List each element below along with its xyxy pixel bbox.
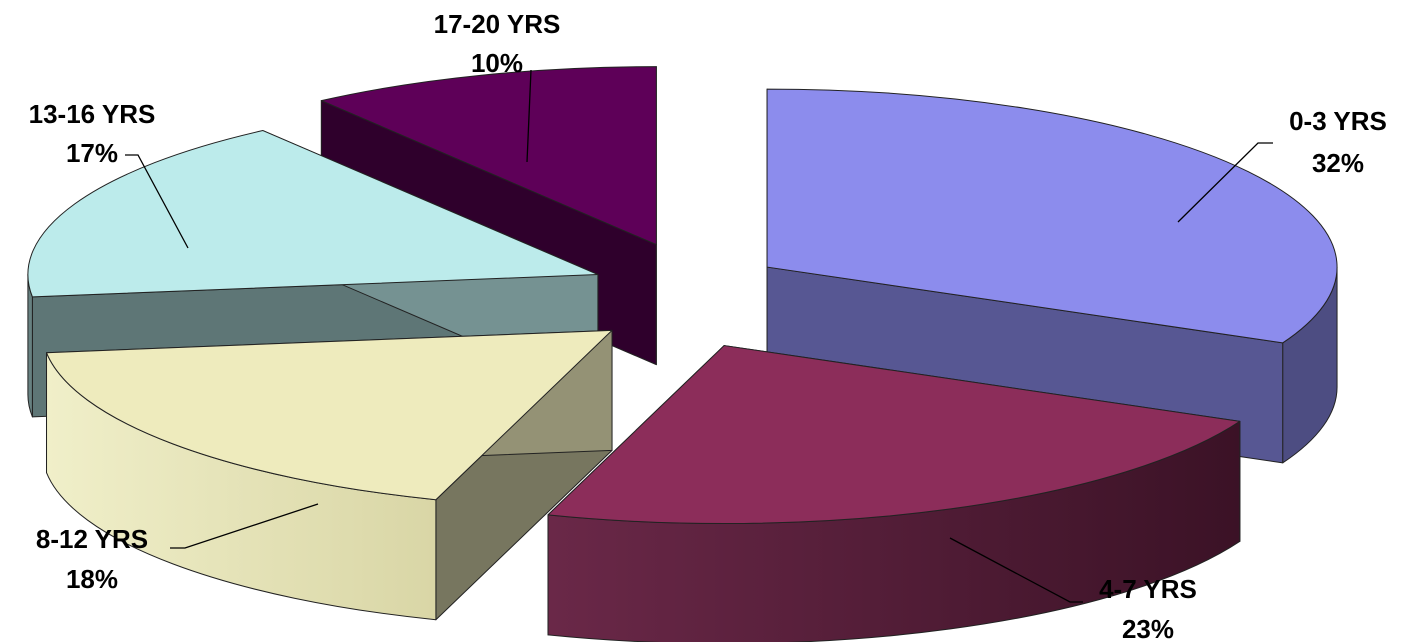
- leader-line-1: [949, 537, 1083, 603]
- label-category-1: 4-7 YRS: [1099, 574, 1197, 604]
- label-value-2: 18%: [66, 564, 118, 594]
- leader-line-2: [170, 503, 319, 549]
- label-category-3: 13-16 YRS: [29, 99, 156, 129]
- label-category-2: 8-12 YRS: [36, 524, 148, 554]
- label-value-1: 23%: [1122, 614, 1174, 642]
- label-category-4: 17-20 YRS: [434, 9, 561, 39]
- data-labels: 0-3 YRS 32% 4-7 YRS 23% 8-12 YRS 18% 13-…: [29, 9, 1387, 642]
- label-value-3: 17%: [66, 138, 118, 168]
- label-value-4: 10%: [471, 48, 523, 78]
- pie-slice-1-top: [547, 345, 1241, 525]
- pie-slice-2-top: [46, 329, 613, 501]
- label-value-0: 32%: [1312, 148, 1364, 178]
- pie-slice-0-top: [766, 88, 1338, 344]
- pie-slice-2: [46, 329, 613, 621]
- leader-line-4: [526, 69, 532, 163]
- label-category-0: 0-3 YRS: [1289, 106, 1387, 136]
- pie-slices: [27, 66, 1338, 642]
- leader-lines: [125, 69, 1273, 603]
- leader-line-0: [1177, 142, 1273, 223]
- pie-slice-3-top: [27, 130, 599, 298]
- pie-slice-1: [547, 345, 1241, 642]
- pie-slice-4-top: [320, 66, 657, 246]
- leader-line-3: [125, 154, 189, 249]
